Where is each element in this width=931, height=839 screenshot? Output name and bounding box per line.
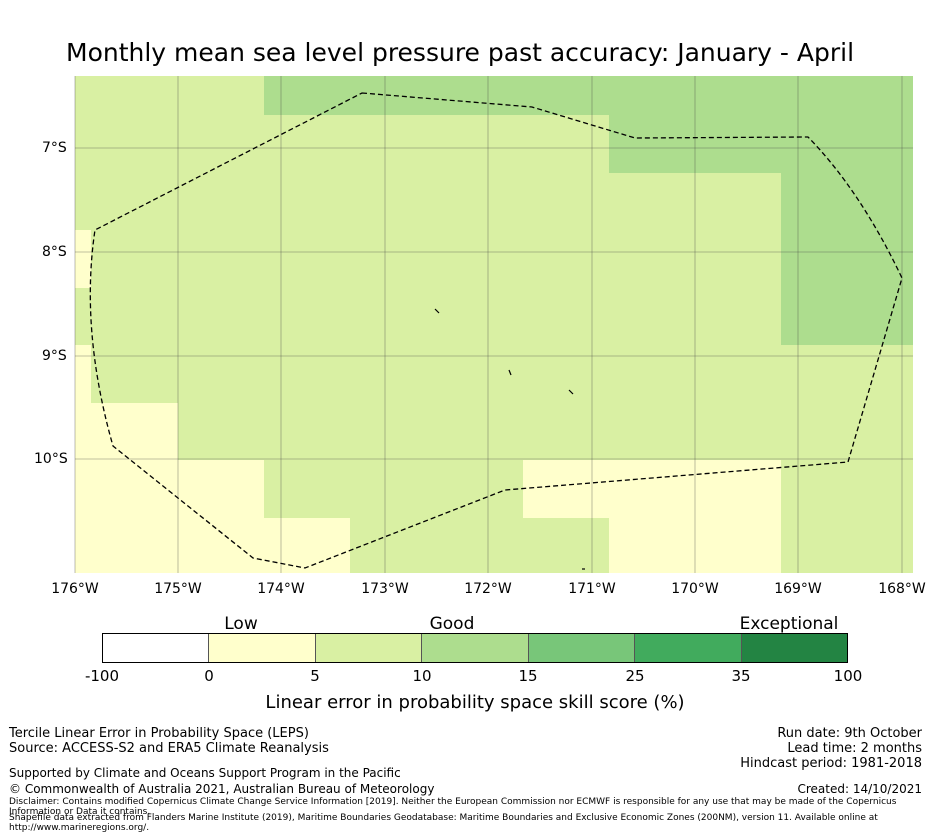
legend-category-low: Low <box>224 614 258 634</box>
shapefile-text: Shapefile data extracted from Flanders M… <box>9 813 878 833</box>
colorbar-segment <box>528 634 636 662</box>
colorbar-tick: 35 <box>731 667 751 685</box>
skill-grid <box>75 76 913 573</box>
map: 7°S 8°S 9°S 10°S 176°W 175°W 174°W 173°W… <box>34 76 926 597</box>
colorbar-tick: -100 <box>84 667 120 685</box>
map-cell <box>264 76 913 115</box>
gridlines <box>74 76 913 573</box>
island-shape <box>434 308 440 314</box>
disclaimer-text: Disclaimer: Contains modified Copernicus… <box>9 797 897 817</box>
map-cell <box>609 518 781 573</box>
colorbar-segment <box>209 634 316 662</box>
map-cell <box>609 115 913 173</box>
colorbar-segment <box>315 634 423 662</box>
lon-label: 171°W <box>568 581 616 597</box>
eez-boundary <box>89 92 903 569</box>
support-text: Supported by Climate and Oceans Support … <box>9 766 401 780</box>
lon-label: 173°W <box>361 581 409 597</box>
colorbar-tick: 10 <box>412 667 432 685</box>
colorbar-segment <box>741 634 847 662</box>
legend-category-exceptional: Exceptional <box>739 614 839 634</box>
map-cell <box>264 518 350 573</box>
colorbar-title: Linear error in probability space skill … <box>265 692 685 713</box>
colorbar-tick: 25 <box>625 667 645 685</box>
run-date: Run date: 9th October <box>777 726 922 741</box>
lon-label: 176°W <box>51 581 99 597</box>
created-date: Created: 14/10/2021 <box>797 782 922 796</box>
lat-label: 9°S <box>42 348 67 364</box>
lead-time: Lead time: 2 months <box>787 741 922 756</box>
map-canvas <box>74 76 913 573</box>
colorbar-tick: 0 <box>204 667 214 685</box>
map-cell <box>781 173 913 345</box>
colorbar-segment <box>422 634 529 662</box>
island-shape <box>508 369 512 376</box>
hindcast-period: Hindcast period: 1981-2018 <box>740 756 922 771</box>
copyright-text: © Commonwealth of Australia 2021, Austra… <box>9 782 435 796</box>
colorbar <box>102 633 848 663</box>
chart-title: Monthly mean sea level pressure past acc… <box>66 38 855 67</box>
islands <box>434 308 585 570</box>
map-cell <box>178 460 264 573</box>
lat-label: 7°S <box>42 140 67 156</box>
legend-category-good: Good <box>429 614 475 634</box>
lat-label: 8°S <box>42 244 67 260</box>
colorbar-tick: 5 <box>310 667 320 685</box>
source-text: Source: ACCESS-S2 and ERA5 Climate Reana… <box>9 741 329 756</box>
method-text: Tercile Linear Error in Probability Spac… <box>9 726 309 741</box>
map-cell <box>75 403 178 573</box>
map-cell <box>75 230 91 288</box>
colorbar-segment <box>635 634 742 662</box>
lon-label: 168°W <box>878 581 926 597</box>
colorbar-tick: 100 <box>833 667 863 685</box>
island-shape <box>568 389 574 395</box>
lat-label: 10°S <box>34 451 68 467</box>
lon-label: 175°W <box>154 581 202 597</box>
map-cell <box>523 460 781 518</box>
lon-label: 169°W <box>774 581 822 597</box>
colorbar-tick: 15 <box>518 667 538 685</box>
lon-label: 174°W <box>257 581 305 597</box>
colorbar-segment <box>103 634 210 662</box>
lon-label: 172°W <box>464 581 512 597</box>
map-cell <box>75 345 91 403</box>
lon-label: 170°W <box>671 581 719 597</box>
